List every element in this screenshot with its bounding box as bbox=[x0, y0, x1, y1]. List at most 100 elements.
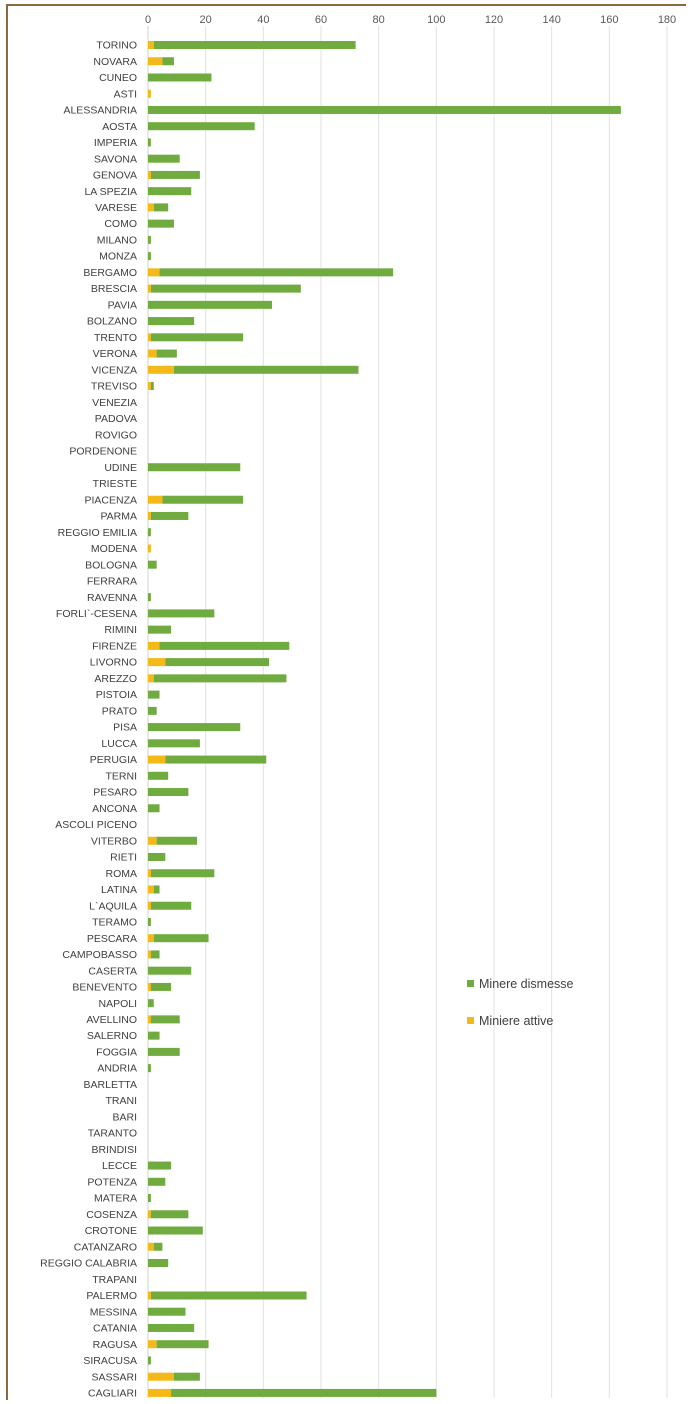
category-label: BOLOGNA bbox=[85, 559, 137, 571]
category-label: PRATO bbox=[102, 705, 137, 717]
category-label: RAGUSA bbox=[93, 1339, 137, 1351]
x-tick-label: 160 bbox=[600, 14, 618, 26]
bar-minere-dismesse bbox=[150, 511, 189, 520]
category-label: TRANI bbox=[106, 1095, 138, 1107]
category-label: AREZZO bbox=[94, 673, 137, 685]
bar-minere-dismesse bbox=[153, 41, 356, 49]
category-label: FERRARA bbox=[87, 576, 137, 588]
bar-minere-dismesse bbox=[148, 771, 169, 780]
bar-minere-dismesse bbox=[150, 382, 154, 391]
bar-minere-dismesse bbox=[148, 317, 195, 326]
bar-miniere-attive bbox=[148, 382, 151, 391]
bar-miniere-attive bbox=[148, 89, 151, 98]
bar-miniere-attive bbox=[148, 57, 163, 66]
bar-minere-dismesse bbox=[148, 706, 157, 715]
chart-frame bbox=[6, 4, 686, 1400]
bar-minere-dismesse bbox=[148, 105, 621, 114]
category-label: MODENA bbox=[91, 543, 137, 555]
bar-miniere-attive bbox=[148, 1015, 151, 1024]
bar-minere-dismesse bbox=[148, 593, 151, 602]
category-label: FOGGIA bbox=[96, 1046, 137, 1058]
category-label: AVELLINO bbox=[86, 1014, 137, 1026]
legend-label: Miniere attive bbox=[479, 1014, 553, 1028]
x-tick-label: 180 bbox=[658, 14, 676, 26]
bar-minere-dismesse bbox=[148, 1259, 169, 1267]
bar-minere-dismesse bbox=[150, 170, 200, 179]
bar-miniere-attive bbox=[148, 333, 151, 342]
category-label: VARESE bbox=[95, 202, 137, 214]
bar-miniere-attive bbox=[148, 674, 154, 683]
category-label: POTENZA bbox=[87, 1176, 137, 1188]
bar-miniere-attive bbox=[148, 658, 166, 667]
bar-minere-dismesse bbox=[148, 1161, 172, 1170]
bar-minere-dismesse bbox=[159, 641, 290, 650]
category-label: TREVISO bbox=[91, 381, 137, 393]
category-label: PADOVA bbox=[95, 413, 137, 425]
category-label: SIRACUSA bbox=[83, 1355, 137, 1367]
bar-minere-dismesse bbox=[148, 154, 180, 163]
category-label: ROMA bbox=[106, 868, 138, 880]
category-label: LECCE bbox=[102, 1160, 137, 1172]
bar-miniere-attive bbox=[148, 1388, 172, 1397]
bar-minere-dismesse bbox=[165, 755, 267, 764]
category-label: TRIESTE bbox=[93, 478, 137, 490]
bar-miniere-attive bbox=[148, 755, 166, 764]
bar-miniere-attive bbox=[148, 885, 154, 894]
category-label: VERONA bbox=[93, 348, 137, 360]
bar-miniere-attive bbox=[148, 641, 160, 650]
bar-minere-dismesse bbox=[148, 1047, 180, 1056]
bar-miniere-attive bbox=[148, 869, 151, 878]
category-label: MESSINA bbox=[90, 1306, 137, 1318]
category-label: VITERBO bbox=[91, 835, 137, 847]
category-label: GENOVA bbox=[93, 170, 137, 182]
category-label: BARI bbox=[112, 1111, 137, 1123]
category-label: LATINA bbox=[101, 884, 137, 896]
bar-miniere-attive bbox=[148, 268, 160, 277]
bar-minere-dismesse bbox=[148, 138, 151, 147]
bar-minere-dismesse bbox=[153, 934, 209, 943]
bar-minere-dismesse bbox=[148, 73, 212, 82]
x-tick-label: 40 bbox=[257, 14, 269, 26]
bar-miniere-attive bbox=[148, 349, 157, 358]
bar-minere-dismesse bbox=[148, 1064, 151, 1073]
category-label: LA SPEZIA bbox=[84, 186, 137, 198]
bar-minere-dismesse bbox=[148, 690, 160, 699]
category-label: RIMINI bbox=[104, 624, 137, 636]
bar-minere-dismesse bbox=[148, 122, 255, 131]
category-label: TARANTO bbox=[88, 1128, 137, 1140]
bar-minere-dismesse bbox=[148, 1323, 195, 1332]
bar-minere-dismesse bbox=[148, 463, 241, 472]
x-tick-label: 20 bbox=[200, 14, 212, 26]
category-label: PAVIA bbox=[108, 299, 137, 311]
category-label: ASTI bbox=[114, 88, 137, 100]
category-label: NAPOLI bbox=[98, 998, 137, 1010]
bar-minere-dismesse bbox=[150, 1210, 189, 1219]
category-label: TRENTO bbox=[94, 332, 137, 344]
bar-minere-dismesse bbox=[150, 1291, 307, 1300]
bar-minere-dismesse bbox=[148, 528, 151, 537]
category-label: L`AQUILA bbox=[89, 900, 137, 912]
bar-minere-dismesse bbox=[150, 869, 215, 878]
x-tick-label: 60 bbox=[315, 14, 327, 26]
category-label: BRESCIA bbox=[91, 283, 137, 295]
bar-minere-dismesse bbox=[148, 1194, 151, 1203]
bar-minere-dismesse bbox=[148, 560, 157, 569]
category-label: PALERMO bbox=[86, 1290, 137, 1302]
category-label: BRINDISI bbox=[91, 1144, 137, 1156]
category-label: ANDRIA bbox=[97, 1063, 137, 1075]
bar-minere-dismesse bbox=[153, 674, 287, 683]
bar-minere-dismesse bbox=[153, 203, 169, 212]
bar-miniere-attive bbox=[148, 495, 163, 504]
bar-minere-dismesse bbox=[148, 1031, 160, 1040]
bar-miniere-attive bbox=[148, 170, 151, 179]
category-label: PESARO bbox=[93, 787, 137, 799]
bar-minere-dismesse bbox=[148, 723, 241, 732]
category-label: CATANZARO bbox=[74, 1241, 137, 1253]
category-label: REGGIO CALABRIA bbox=[40, 1258, 137, 1270]
bar-miniere-attive bbox=[148, 365, 174, 374]
bar-miniere-attive bbox=[148, 934, 154, 943]
bar-minere-dismesse bbox=[148, 252, 151, 261]
category-label: CAMPOBASSO bbox=[62, 949, 137, 961]
category-label: LIVORNO bbox=[90, 657, 137, 669]
